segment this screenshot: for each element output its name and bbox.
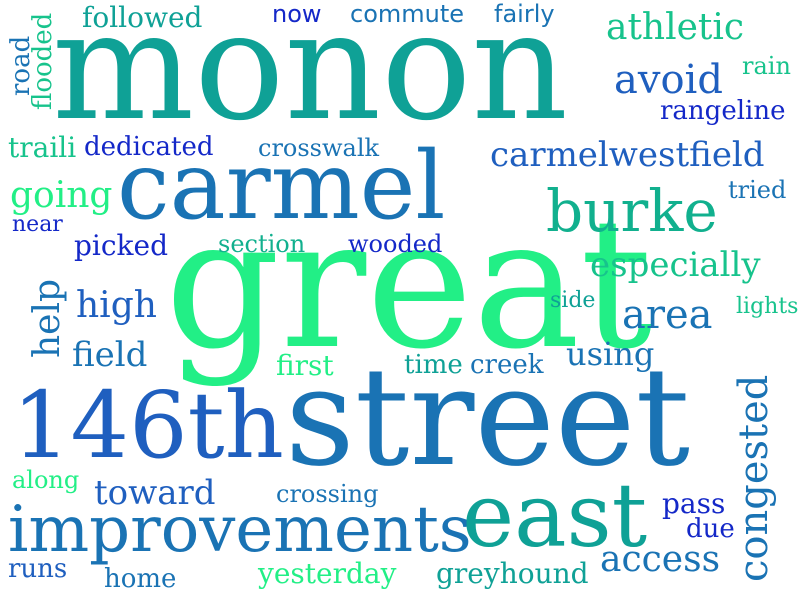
word-crossing: crossing (276, 480, 379, 508)
word-going: going (10, 175, 113, 216)
word-fairly: fairly (494, 0, 555, 28)
word-along: along (12, 466, 80, 494)
word-yesterday: yesterday (258, 557, 397, 590)
word-near: near (12, 212, 63, 237)
word-rain: rain (742, 52, 791, 80)
word-pass: pass (662, 487, 726, 520)
word-carmel: carmel (117, 132, 446, 241)
word-athletic: athletic (606, 7, 745, 48)
word-crosswalk: crosswalk (258, 134, 380, 162)
word-great: great (165, 180, 653, 389)
word-dedicated: dedicated (84, 132, 214, 162)
word-east: east (462, 464, 648, 567)
word-field: field (72, 335, 148, 375)
word-followed: followed (82, 1, 203, 34)
word-traili: traili (8, 131, 77, 164)
word-improvements: improvements (8, 493, 472, 567)
word-side: side (550, 288, 596, 313)
word-high: high (76, 285, 157, 326)
word-carmelwestfield: carmelwestfield (490, 135, 765, 175)
word-commute: commute (350, 0, 465, 28)
word-wooded: wooded (348, 230, 443, 258)
word-home: home (104, 564, 177, 594)
word-especially: especially (590, 245, 761, 285)
word-congested: congested (731, 374, 777, 582)
word-creek: creek (470, 350, 544, 380)
word-lights: lights (736, 294, 799, 319)
word-146th: 146th (12, 372, 284, 479)
word-first: first (276, 349, 334, 382)
word-help: help (27, 278, 68, 358)
word-street: street (285, 339, 691, 497)
word-flooded: flooded (28, 12, 58, 110)
word-due: due (686, 514, 735, 544)
word-tried: tried (728, 176, 787, 204)
word-burke: burke (546, 177, 718, 245)
word-section: section (218, 230, 306, 258)
word-greyhound: greyhound (436, 557, 589, 590)
word-runs: runs (8, 554, 68, 584)
word-time: time (404, 350, 463, 380)
word-access: access (600, 539, 721, 580)
word-rangeline: rangeline (660, 96, 786, 126)
word-toward: toward (94, 473, 216, 513)
word-picked: picked (74, 229, 169, 262)
word-monon: monon (52, 0, 569, 154)
word-now: now (272, 0, 322, 28)
word-avoid: avoid (614, 57, 723, 103)
word-using: using (566, 335, 655, 373)
word-area: area (622, 292, 713, 338)
